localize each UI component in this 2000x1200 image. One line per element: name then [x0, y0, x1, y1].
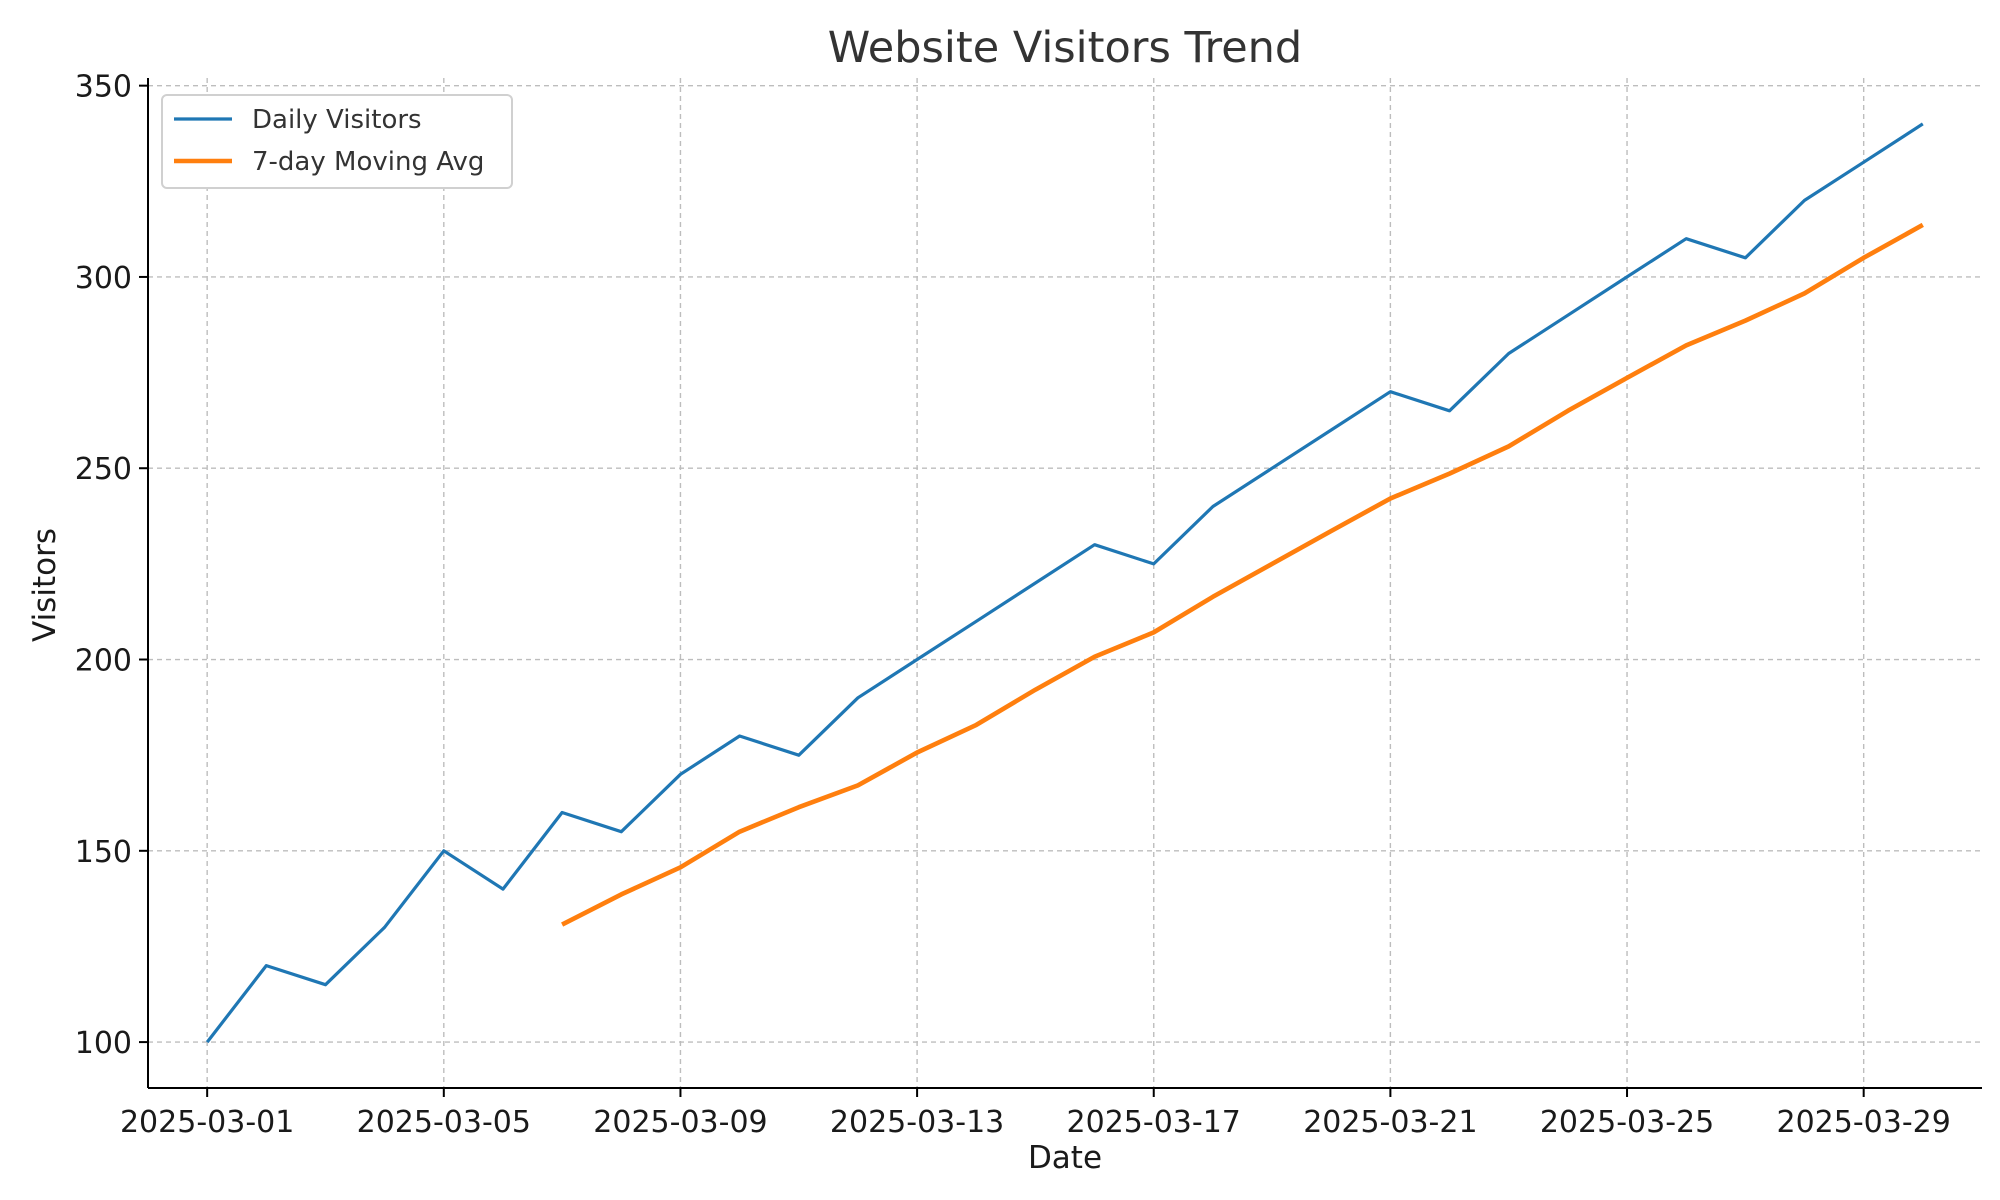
x-tick-label: 2025-03-09 [593, 1105, 767, 1140]
x-tick-label: 2025-03-13 [830, 1105, 1004, 1140]
legend-box [161, 94, 513, 189]
series-line-moving-avg [561, 222, 1924, 927]
x-tick-label: 2025-03-25 [1540, 1105, 1714, 1140]
series-line-daily-visitors [205, 122, 1924, 1044]
x-tick-label: 2025-03-01 [120, 1105, 294, 1140]
axis-layer: 2025-03-01 2025-03-05 2025-03-09 2025-03-13… [75, 70, 1982, 1140]
y-tick-label: 100 [75, 1026, 132, 1061]
x-tick-label: 2025-03-29 [1776, 1105, 1950, 1140]
y-tick-label: 350 [75, 70, 132, 105]
legend: Daily Visitors 7-day Moving Avg [161, 94, 513, 189]
legend-label: 7-day Moving Avg [252, 147, 484, 177]
x-axis-title: Date [1028, 1140, 1102, 1176]
grid-layer [148, 78, 1982, 1088]
y-tick-label: 250 [75, 452, 132, 487]
chart-title: Website Visitors Trend [828, 23, 1302, 73]
y-tick-label: 300 [75, 261, 132, 296]
y-axis-title: Visitors [27, 528, 63, 642]
legend-label: Daily Visitors [252, 105, 422, 135]
x-tick-label: 2025-03-17 [1067, 1105, 1241, 1140]
series-layer [205, 122, 1924, 1044]
y-tick-label: 150 [75, 835, 132, 870]
y-tick-label: 200 [75, 644, 132, 679]
x-tick-label: 2025-03-21 [1303, 1105, 1477, 1140]
x-tick-label: 2025-03-05 [357, 1105, 531, 1140]
